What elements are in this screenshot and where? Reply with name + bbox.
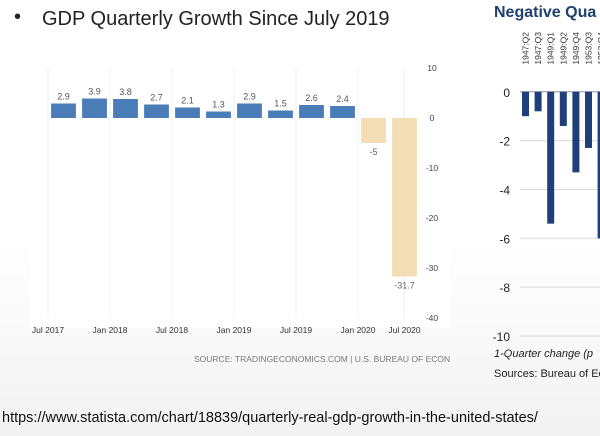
bar-data-label: 1.3 — [212, 100, 225, 110]
bar-data-label: 1.5 — [274, 99, 287, 109]
gdp-bar — [299, 105, 324, 118]
source-url[interactable]: https://www.statista.com/chart/18839/qua… — [2, 410, 538, 426]
y-tick-label: -20 — [426, 213, 439, 223]
y-tick-label: -40 — [426, 313, 439, 323]
bar-data-label: 2.7 — [150, 93, 163, 103]
slide-title: GDP Quarterly Growth Since July 2019 — [42, 8, 390, 30]
bar-data-label: 2.1 — [181, 96, 194, 106]
negative-quarters-bar-chart: 0 -2 -4 -6 -8 -10 1947:Q2 1947:Q3 1949:Q1 1949:Q2… — [493, 32, 600, 344]
x-tick-label: Jan 2020 — [341, 325, 376, 335]
negative-quarter-bar — [572, 91, 580, 173]
x-tick-label: Jan 2018 — [93, 325, 128, 335]
gdp-bar — [144, 104, 169, 118]
x-tick-label: Jul 2019 — [280, 325, 312, 335]
category-label: 1947:Q2 — [521, 32, 531, 65]
negative-quarter-bar — [585, 91, 592, 148]
gdp-growth-bar-chart: Jul 2017 Jan 2018 Jul 2018 Jan 2019 Jul 2019… — [30, 60, 450, 364]
gdp-bar — [113, 99, 138, 118]
category-label: 1953:Q3 — [584, 32, 594, 65]
bar-data-label: 2.6 — [305, 93, 318, 103]
gdp-bar — [392, 118, 417, 277]
y-tick-label: -10 — [426, 163, 439, 173]
bar-data-label: 2.9 — [57, 92, 70, 102]
negative-quarters-xlabel: 1-Quarter change (p — [494, 348, 594, 360]
y-tick-label: -30 — [426, 263, 439, 273]
negative-quarter-bar — [547, 91, 555, 224]
bar-data-label: 3.9 — [88, 87, 101, 97]
bullet-point: • — [14, 6, 22, 28]
negative-quarters-panel: Negative Qua 0 -2 -4 -6 -8 -10 1947:Q2 1947:Q3 1… — [488, 0, 600, 390]
bar-data-label: 2.4 — [336, 94, 349, 104]
bar-data-label: 2.9 — [243, 92, 256, 102]
negative-quarter-bar — [534, 91, 542, 112]
category-label: 1953:Q4 — [596, 32, 600, 65]
y-tick-label: -8 — [499, 281, 510, 295]
y-tick-label: -6 — [499, 232, 510, 246]
x-tick-label: Jul 2017 — [32, 325, 64, 335]
y-tick-label: -2 — [499, 135, 510, 149]
gdp-bar — [268, 110, 293, 118]
negative-quarters-source: Sources: Bureau of Eco — [494, 368, 600, 380]
gdp-bar — [237, 103, 262, 118]
gdp-bar — [206, 111, 231, 118]
category-label: 1947:Q3 — [533, 32, 543, 65]
x-tick-label: Jul 2018 — [156, 325, 188, 335]
negative-quarters-title: Negative Qua — [494, 4, 597, 21]
bar-data-label: -31.7 — [394, 281, 415, 291]
y-tick-label: 0 — [430, 113, 435, 123]
x-tick-label: Jan 2019 — [217, 325, 252, 335]
y-tick-label: 0 — [503, 86, 510, 100]
y-tick-label: -10 — [493, 330, 511, 344]
negative-quarter-bar — [522, 91, 529, 117]
negative-quarter-bar — [559, 91, 567, 126]
category-label: 1949:Q2 — [558, 32, 568, 65]
bar-data-label: 3.8 — [119, 87, 132, 97]
chart-source: SOURCE: TRADINGECONOMICS.COM | U.S. BURE… — [194, 354, 450, 364]
category-label: 1949:Q4 — [571, 32, 581, 65]
gdp-bar — [361, 118, 386, 143]
bar-data-label: -5 — [369, 147, 377, 157]
gdp-bar — [330, 106, 355, 118]
x-tick-label: Jul 2020 — [388, 325, 420, 335]
y-tick-label: -4 — [499, 183, 510, 197]
gdp-bar — [82, 98, 107, 118]
negative-quarter-bar — [597, 91, 600, 239]
gdp-bar — [51, 103, 76, 118]
category-label: 1949:Q1 — [546, 32, 556, 65]
gdp-bar — [175, 107, 200, 118]
y-tick-label: 10 — [427, 63, 437, 73]
